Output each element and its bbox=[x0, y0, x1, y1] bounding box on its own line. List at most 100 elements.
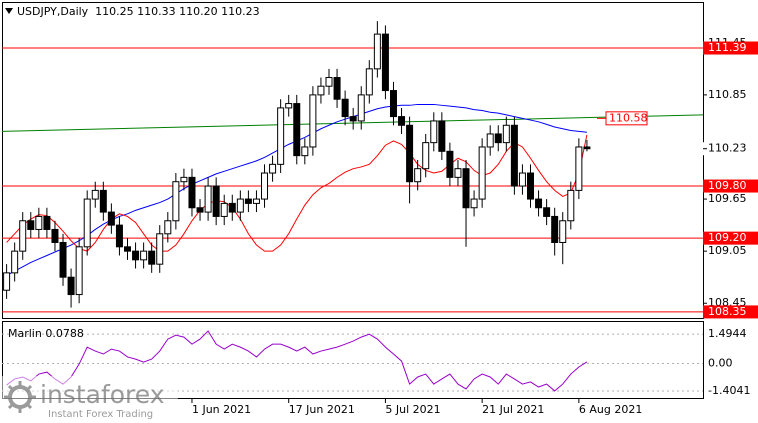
candle-body bbox=[35, 215, 43, 230]
candle-body bbox=[543, 207, 551, 217]
candle-body bbox=[196, 207, 204, 213]
candle-body bbox=[414, 168, 422, 183]
candle-body bbox=[132, 250, 140, 261]
candle-body bbox=[406, 124, 414, 183]
level-label: 111.39 bbox=[708, 41, 747, 54]
candle-body bbox=[220, 202, 228, 217]
marker-box bbox=[605, 111, 648, 126]
candle-body bbox=[486, 133, 494, 148]
candle-body bbox=[317, 85, 325, 96]
y-tick-label: 0.00 bbox=[708, 356, 733, 369]
candle-body bbox=[172, 181, 180, 222]
candle-body bbox=[518, 172, 526, 187]
logo: instaforex Instant Forex Trading bbox=[0, 376, 178, 423]
candle-body bbox=[75, 246, 83, 296]
logo-rays bbox=[4, 381, 36, 413]
candle-body bbox=[325, 77, 333, 87]
candle-body bbox=[333, 77, 341, 100]
candle-body bbox=[285, 103, 293, 109]
moving-average bbox=[6, 134, 588, 252]
oscillator-line bbox=[6, 330, 588, 392]
candle-body bbox=[494, 133, 502, 144]
candle-body bbox=[51, 228, 59, 243]
candle-body bbox=[502, 124, 510, 144]
candle-body bbox=[252, 198, 260, 204]
candle-body bbox=[478, 146, 486, 200]
candle-body bbox=[156, 233, 164, 265]
dropdown-icon bbox=[5, 8, 13, 14]
candle-body bbox=[381, 33, 389, 92]
trend-line bbox=[1, 114, 704, 132]
logo-tagline: Instant Forex Trading bbox=[48, 409, 153, 420]
candle-body bbox=[124, 246, 131, 252]
current-price-label: 110.23 bbox=[708, 142, 747, 155]
candle-body bbox=[244, 198, 252, 204]
candle-body bbox=[583, 146, 591, 150]
candle-body bbox=[430, 120, 438, 144]
level-label-box bbox=[703, 231, 758, 245]
candle-body bbox=[107, 211, 115, 226]
candle-body bbox=[462, 168, 470, 209]
candle-body bbox=[527, 172, 534, 200]
candle-body bbox=[204, 185, 212, 213]
candle-body bbox=[470, 198, 478, 209]
logo-name: instaforex bbox=[40, 380, 165, 409]
candle-body bbox=[446, 150, 454, 178]
candle-body bbox=[301, 146, 309, 157]
candle-body bbox=[83, 198, 91, 248]
x-tick-label: 21 Jul 2021 bbox=[482, 403, 544, 416]
candle-body bbox=[309, 94, 317, 148]
candle-body bbox=[341, 98, 349, 118]
candle-body bbox=[261, 172, 269, 200]
candle-body bbox=[43, 215, 51, 230]
candle-body bbox=[438, 120, 446, 152]
candle-body bbox=[551, 215, 559, 243]
candle-body bbox=[454, 168, 462, 178]
main-panel bbox=[2, 2, 704, 319]
candle-body bbox=[140, 250, 148, 261]
candle-body bbox=[389, 90, 397, 118]
level-label: 109.80 bbox=[708, 179, 747, 192]
y-tick-label: -1.4041 bbox=[708, 384, 750, 397]
candle-body bbox=[188, 176, 196, 209]
level-label-box bbox=[703, 179, 758, 193]
candle-body bbox=[277, 107, 285, 165]
candle-body bbox=[559, 220, 567, 243]
candle-body bbox=[567, 189, 575, 222]
current-price-box bbox=[703, 142, 758, 156]
chart-title: USDJPY,Daily 110.25 110.33 110.20 110.23 bbox=[17, 5, 260, 18]
level-label-box bbox=[703, 305, 758, 319]
candle-body bbox=[575, 146, 583, 191]
candle-body bbox=[67, 276, 75, 296]
x-tick-label: 17 Jun 2021 bbox=[289, 403, 355, 416]
candle-body bbox=[27, 220, 35, 230]
candle-body bbox=[212, 185, 220, 217]
candle-body bbox=[19, 220, 27, 252]
candle-body bbox=[357, 94, 365, 122]
candle-body bbox=[535, 198, 543, 209]
oscillator-title: Marlin 0.0788 bbox=[8, 327, 84, 340]
candle-body bbox=[228, 202, 236, 213]
y-tick-label: 110.85 bbox=[708, 88, 747, 101]
candle-body bbox=[148, 250, 156, 265]
y-tick-label: 109.65 bbox=[708, 192, 747, 205]
x-tick-label: 5 Jul 2021 bbox=[385, 403, 440, 416]
candle-body bbox=[180, 176, 188, 183]
candle-body bbox=[365, 68, 373, 96]
candle-body bbox=[3, 272, 11, 291]
candle-body bbox=[91, 189, 99, 200]
level-label: 109.20 bbox=[708, 231, 747, 244]
x-tick-label: 1 Jun 2021 bbox=[192, 403, 251, 416]
marker-label: 110.58 bbox=[609, 111, 648, 124]
candle-body bbox=[293, 103, 301, 157]
candle-body bbox=[11, 250, 19, 274]
candle-body bbox=[510, 124, 518, 187]
x-tick-label: 6 Aug 2021 bbox=[579, 403, 642, 416]
candle-body bbox=[349, 116, 357, 122]
y-tick-label: 1.4944 bbox=[708, 327, 747, 340]
candle-body bbox=[373, 33, 381, 70]
candle-body bbox=[99, 189, 107, 213]
candle-body bbox=[269, 163, 277, 174]
